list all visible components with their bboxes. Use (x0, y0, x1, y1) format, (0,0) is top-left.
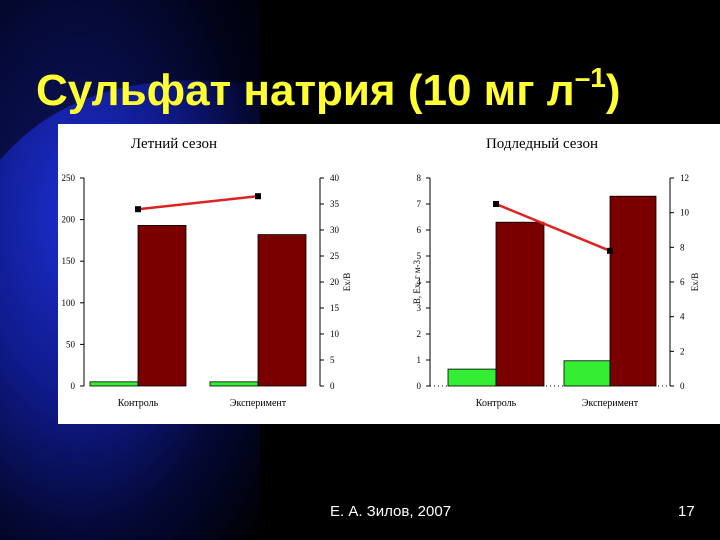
left-tick-label: 150 (62, 256, 76, 266)
title-close: ) (605, 66, 621, 115)
ratio-point (607, 247, 613, 254)
bar-excretion (137, 225, 187, 387)
left-tick-label: 200 (62, 215, 76, 225)
right-tick-label: 10 (680, 208, 690, 218)
category-label: Эксперимент (230, 398, 287, 409)
bar-excretion (257, 234, 307, 387)
category-label: Эксперимент (582, 398, 639, 409)
ratio-point (255, 193, 261, 200)
right-tick-label: 4 (680, 312, 685, 322)
right-tick-label: 2 (680, 346, 685, 356)
right-tick-label: 35 (330, 199, 340, 209)
bar-excretion (495, 221, 545, 387)
ratio-point (135, 206, 141, 213)
right-tick-label: 5 (330, 355, 335, 365)
charts-panel: Летний сезон 0 50 100 150 200 250 0 5 10 15 20 25 30 3… (40, 124, 720, 424)
bar-biomass (563, 360, 611, 387)
chart-title: Летний сезон (131, 136, 217, 152)
right-tick-label: 10 (330, 329, 340, 339)
chart-title: Подледный сезон (486, 136, 598, 152)
title-main: Сульфат натрия (10 мг л (36, 66, 575, 115)
footer-author: Е. А. Зилов, 2007 (330, 503, 452, 520)
ratio-line (495, 202, 611, 252)
ratio-line (137, 194, 259, 211)
bar-excretion (609, 195, 657, 387)
right-tick-label: 12 (680, 173, 689, 183)
left-tick-label: 5 (417, 251, 422, 261)
right-tick-label: 15 (330, 303, 340, 313)
bar-biomass (447, 368, 497, 387)
right-tick-label: 8 (680, 242, 685, 252)
left-tick-label: 3 (417, 303, 422, 313)
left-tick-label: 1 (417, 355, 422, 365)
title-superscript: –1 (574, 62, 606, 93)
right-tick-label: 30 (330, 225, 340, 235)
category-label: Контроль (476, 398, 517, 409)
left-tick-label: 50 (66, 339, 76, 349)
y-axis-label: B, Ex, г м-3 (412, 259, 422, 304)
slide-number: 17 (678, 503, 695, 520)
left-tick-label: 7 (417, 199, 422, 209)
bar-biomass (89, 381, 139, 387)
ratio-point (493, 201, 499, 207)
right-tick-label: 25 (330, 251, 340, 261)
right-tick-label: 0 (680, 381, 685, 391)
charts-svg: Летний сезон0501001502002500510152025303… (40, 136, 700, 409)
right-tick-label: 0 (330, 381, 335, 391)
left-tick-label: 6 (417, 225, 422, 235)
left-tick-label: 2 (417, 329, 422, 339)
left-tick-label: 250 (62, 173, 76, 183)
left-tick-label: 8 (417, 173, 422, 183)
slide-title: Сульфат натрия (10 мг л–1) (36, 62, 621, 116)
left-tick-label: 4 (417, 277, 422, 287)
right-tick-label: 40 (330, 173, 340, 183)
left-tick-label: 0 (417, 381, 422, 391)
right-tick-label: 20 (330, 277, 340, 287)
left-tick-label: 100 (62, 298, 76, 308)
category-label: Контроль (118, 398, 159, 409)
bar-biomass (209, 381, 259, 387)
right-tick-label: 6 (680, 277, 685, 287)
left-tick-label: 0 (71, 381, 76, 391)
y2-axis-label: Ex/B (342, 273, 352, 292)
y2-axis-label: Ex/B (690, 273, 700, 292)
